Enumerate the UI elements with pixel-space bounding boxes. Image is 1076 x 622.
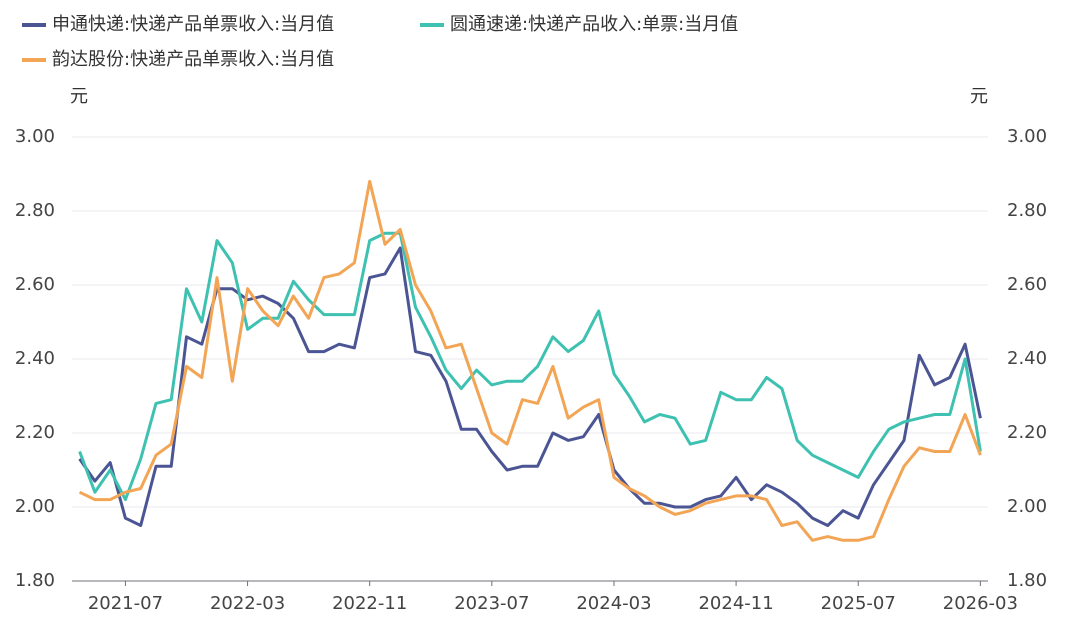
series-line (78, 231, 982, 502)
x-tick-label: 2022-11 (332, 593, 407, 614)
y-tick-label: 2.20 (15, 422, 55, 443)
y-axis-unit: 元 (70, 86, 88, 107)
y2-axis-unit: 元 (970, 86, 988, 107)
x-tick-label: 2026-03 (943, 593, 1018, 614)
x-tick-label: 2025-07 (821, 593, 896, 614)
y2-tick-label: 2.80 (1007, 200, 1047, 221)
y-tick-label: 2.40 (15, 348, 55, 369)
legend-label: 申通快递:快递产品单票收入:当月值 (52, 14, 334, 35)
series-line (78, 246, 982, 527)
x-tick-label: 2021-07 (88, 593, 163, 614)
y2-tick-label: 2.40 (1007, 348, 1047, 369)
x-tick-label: 2024-11 (698, 593, 773, 614)
x-tick-label: 2022-03 (210, 593, 285, 614)
y2-tick-label: 2.60 (1007, 274, 1047, 295)
y2-tick-label: 1.80 (1007, 570, 1047, 591)
x-tick-label: 2023-07 (454, 593, 529, 614)
x-tick-label: 2024-03 (576, 593, 651, 614)
y2-tick-label: 3.00 (1007, 126, 1047, 147)
y-tick-label: 2.60 (15, 274, 55, 295)
y-tick-label: 2.80 (15, 200, 55, 221)
y2-tick-label: 2.00 (1007, 496, 1047, 517)
legend-label: 圆通速递:快递产品收入:单票:当月值 (450, 14, 738, 35)
series-line (78, 179, 982, 542)
y-tick-label: 3.00 (15, 126, 55, 147)
y-tick-label: 1.80 (15, 570, 55, 591)
legend-label: 韵达股份:快递产品单票收入:当月值 (52, 49, 334, 70)
y-tick-label: 2.00 (15, 496, 55, 517)
y2-tick-label: 2.20 (1007, 422, 1047, 443)
